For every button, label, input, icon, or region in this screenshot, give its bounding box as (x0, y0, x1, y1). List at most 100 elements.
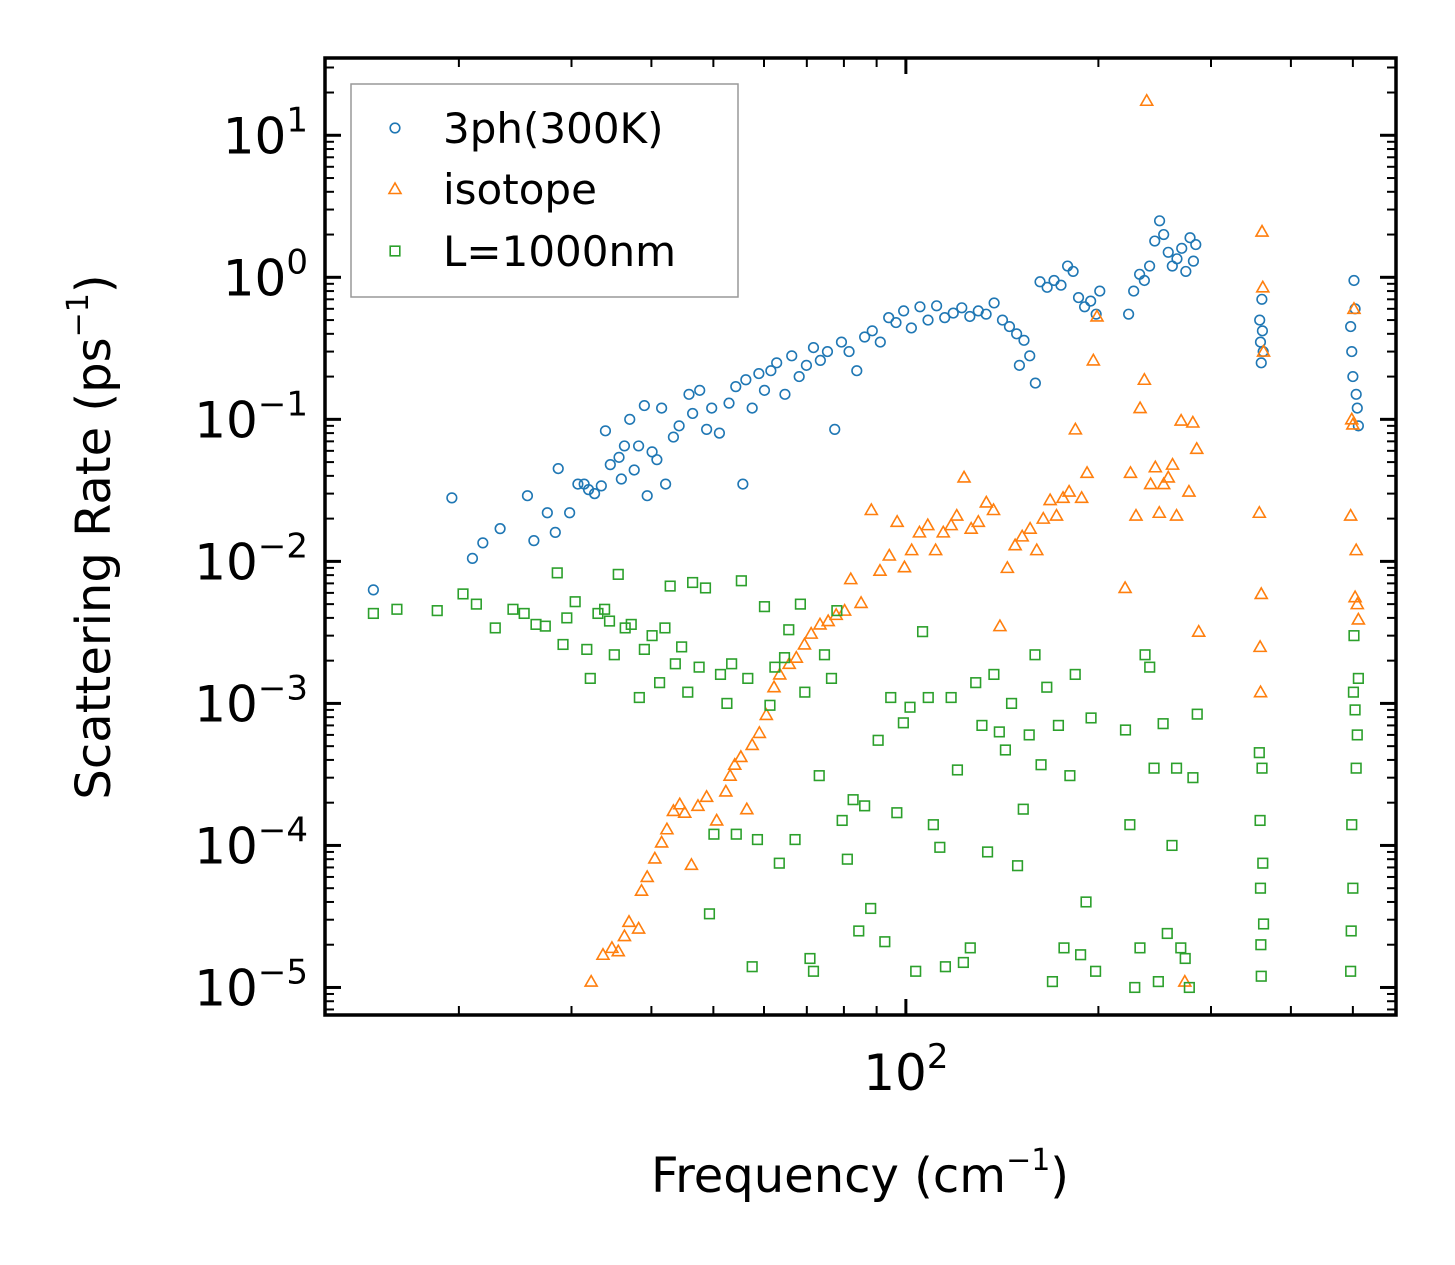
series-1 (583, 93, 1366, 987)
data-point (1254, 814, 1266, 827)
data-point (1041, 281, 1053, 293)
data-point (740, 374, 752, 386)
data-point (999, 560, 1015, 574)
data-point (771, 357, 783, 369)
data-point (694, 384, 706, 396)
data-point (978, 494, 994, 508)
y-tick-label-exponent: −1 (258, 384, 308, 424)
data-point (599, 425, 612, 437)
data-point (1345, 416, 1361, 430)
data-point (708, 828, 720, 840)
y-tick-label: 10−1 (194, 384, 308, 449)
data-point (1034, 276, 1046, 288)
data-point (721, 697, 733, 710)
data-point (1005, 697, 1018, 710)
x-tick-label-exponent: 2 (927, 1037, 949, 1077)
y-tick-label-exponent: −2 (258, 526, 308, 566)
data-point (634, 883, 649, 897)
data-point (1170, 762, 1183, 774)
data-point (897, 559, 912, 573)
data-point (986, 502, 1001, 516)
data-point (1160, 469, 1176, 483)
data-point (1191, 624, 1207, 637)
data-point (699, 582, 712, 594)
data-point (1085, 712, 1097, 724)
data-point (1253, 684, 1268, 698)
data-point (718, 783, 734, 797)
data-point (1344, 411, 1360, 425)
data-point (746, 961, 758, 973)
data-point (885, 691, 897, 704)
data-point (803, 626, 819, 639)
data-point (889, 514, 905, 528)
data-point (569, 596, 581, 608)
data-point (660, 478, 672, 490)
data-point (1085, 295, 1097, 307)
data-point (730, 828, 742, 840)
data-point (723, 397, 735, 409)
data-point (1253, 586, 1269, 600)
y-tick-label-exponent: 1 (286, 100, 308, 140)
data-point (595, 947, 611, 961)
data-point (1347, 686, 1360, 698)
data-point (1080, 896, 1092, 908)
data-point (564, 507, 576, 519)
data-point (1139, 93, 1155, 107)
data-point (709, 812, 725, 826)
data-point (897, 717, 909, 729)
data-point (1024, 350, 1036, 362)
data-point (507, 603, 519, 615)
data-point (851, 365, 863, 377)
data-point (881, 547, 897, 561)
data-point (945, 691, 957, 704)
data-point (758, 601, 771, 613)
data-point (1181, 483, 1197, 497)
data-point (859, 331, 871, 343)
data-point (1190, 238, 1202, 251)
legend-label-isotope: isotope (443, 165, 597, 214)
legend-marker-glyph (389, 245, 401, 257)
data-point (1349, 704, 1361, 716)
data-point (1256, 325, 1269, 337)
data-point (928, 542, 943, 556)
data-point (489, 622, 501, 634)
data-point (701, 423, 713, 435)
data-point (1187, 772, 1199, 784)
data-point (853, 595, 869, 609)
data-point (1132, 400, 1148, 414)
x-tick-label: 102 (863, 1037, 948, 1102)
data-point (1147, 459, 1163, 473)
data-point (818, 649, 831, 661)
data-point (898, 305, 910, 317)
data-point (922, 314, 934, 326)
y-tick-label-exponent: −4 (258, 810, 308, 850)
data-point (1151, 505, 1167, 519)
data-point (758, 707, 774, 721)
data-point (588, 488, 601, 500)
data-point (1014, 528, 1030, 542)
data-point (621, 914, 637, 928)
y-tick-label-base: 10 (194, 959, 258, 1017)
data-point (1061, 260, 1074, 272)
data-point (633, 691, 645, 704)
data-point (1041, 681, 1053, 693)
data-point (939, 961, 952, 973)
y-axis-label-end: ) (66, 274, 122, 293)
data-point (976, 719, 988, 732)
data-point (612, 568, 624, 580)
data-point (1061, 483, 1077, 497)
data-point (1345, 965, 1357, 977)
data-point (1018, 334, 1030, 346)
y-axis-label-main: Scattering Rate (ps (66, 337, 122, 799)
data-point (920, 517, 936, 531)
data-point (584, 672, 596, 684)
data-point (1345, 320, 1357, 333)
data-point (931, 300, 943, 312)
data-point (772, 666, 788, 680)
data-point (1067, 265, 1079, 278)
y-tick-label-base: 10 (194, 533, 258, 591)
data-point (1029, 649, 1041, 661)
data-point (391, 603, 403, 615)
data-point (970, 677, 982, 689)
data-point (1255, 970, 1267, 982)
